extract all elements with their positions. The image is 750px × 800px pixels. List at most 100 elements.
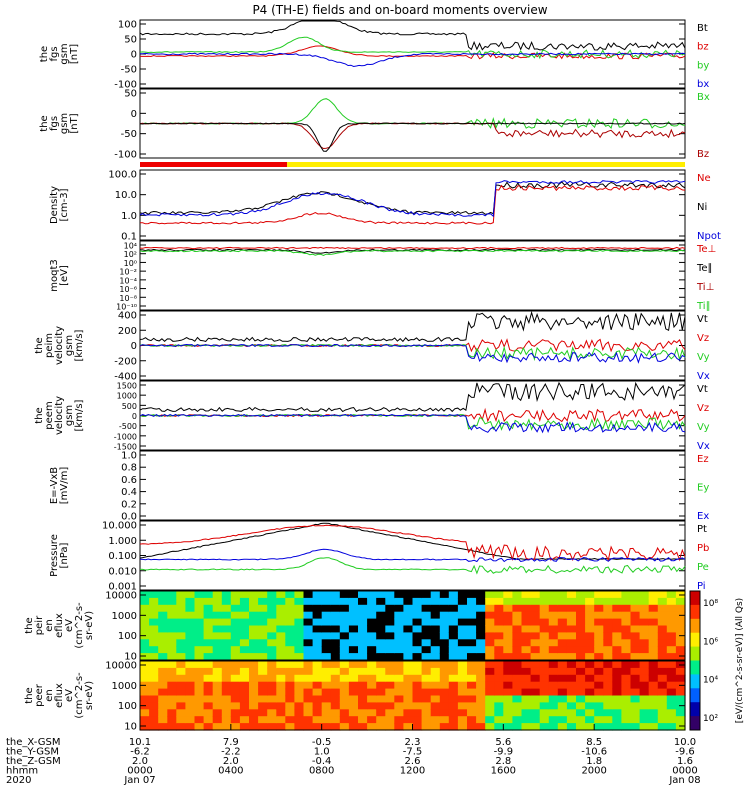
x-row-label: the_Y-GSM	[6, 747, 59, 758]
heatmap-cell	[548, 674, 559, 683]
heatmap-cell	[385, 688, 395, 697]
heatmap-cell	[321, 632, 332, 640]
y-axis-label: velocity	[54, 326, 65, 365]
heatmap-cell	[448, 597, 459, 606]
heatmap-cell	[548, 639, 559, 647]
heatmap-cell	[348, 618, 359, 627]
heatmap-cell	[530, 591, 541, 599]
heatmap-cell	[158, 639, 168, 647]
x-date-end: Jan 08	[668, 775, 700, 786]
heatmap-cell	[303, 716, 314, 724]
heatmap-cell	[576, 632, 586, 640]
heatmap-cell	[258, 653, 268, 661]
heatmap-cell	[648, 632, 659, 640]
heatmap-cell	[403, 688, 414, 697]
heatmap-cell	[221, 723, 232, 731]
heatmap-cell	[194, 723, 205, 731]
heatmap-cell	[239, 591, 250, 599]
heatmap-cell	[467, 591, 477, 599]
heatmap-cell	[657, 661, 668, 669]
heatmap-cell	[603, 716, 613, 724]
heatmap-cell	[258, 604, 268, 613]
colorbar-segment	[690, 632, 700, 648]
heatmap-cell	[185, 702, 196, 710]
heatmap-cell	[521, 625, 532, 633]
heatmap-cell	[394, 591, 404, 599]
heatmap-cell	[657, 604, 668, 613]
heatmap-cell	[249, 653, 259, 661]
heatmap-cell	[576, 639, 586, 647]
heatmap-cell	[176, 681, 186, 690]
heatmap-cell	[249, 646, 259, 654]
heatmap-cell	[566, 604, 577, 613]
trace-Pi	[139, 548, 686, 563]
heatmap-cell	[521, 688, 532, 697]
trace-Npot	[139, 179, 686, 218]
panel-7: 1.00.80.60.40.2 0.0 E=-VxB [mV/m] Ez Ey Ex	[49, 450, 709, 523]
heatmap-cell	[230, 667, 241, 676]
heatmap-cell	[149, 716, 159, 724]
heatmap-cell	[385, 695, 395, 703]
heatmap-cell	[576, 695, 586, 703]
heatmap-cell	[176, 618, 186, 627]
heatmap-cell	[675, 646, 686, 654]
heatmap-cell	[294, 667, 305, 676]
heatmap-cell	[394, 674, 404, 683]
heatmap-cell	[494, 723, 504, 731]
heatmap-cell	[585, 632, 595, 640]
heatmap-cell	[585, 653, 595, 661]
heatmap-cell	[276, 674, 286, 683]
heatmap-cell	[448, 681, 459, 690]
heatmap-cell	[249, 667, 259, 676]
heatmap-cell	[457, 632, 468, 640]
heatmap-cell	[348, 709, 359, 717]
heatmap-cell	[512, 702, 523, 710]
heatmap-cell	[258, 695, 268, 703]
heatmap-cell	[530, 667, 541, 676]
heatmap-cell	[158, 688, 168, 697]
heatmap-cell	[330, 653, 341, 661]
heatmap-cell	[576, 709, 586, 717]
x-tick-value: 8.5	[586, 737, 602, 748]
heatmap-cell	[203, 639, 214, 647]
heatmap-cell	[557, 611, 568, 620]
heatmap-cell	[566, 625, 577, 633]
heatmap-cell	[376, 618, 386, 627]
y-axis-label: [nT]	[69, 44, 80, 64]
y-tick-label: -200	[114, 356, 137, 367]
heatmap-cell	[203, 716, 214, 724]
heatmap-cell	[503, 674, 513, 683]
heatmap-cell	[566, 639, 577, 647]
heatmap-cell	[548, 709, 559, 717]
heatmap-cell	[612, 653, 622, 661]
heatmap-cell	[666, 591, 677, 599]
heatmap-cell	[367, 639, 377, 647]
heatmap-cell	[385, 611, 395, 620]
heatmap-cell	[566, 591, 577, 599]
legend-Vz: Vz	[697, 333, 709, 344]
heatmap-cell	[312, 618, 323, 627]
heatmap-cell	[448, 661, 459, 669]
heatmap-cell	[512, 604, 523, 613]
heatmap-cell	[267, 661, 277, 669]
heatmap-cell	[158, 646, 168, 654]
heatmap-cell	[648, 702, 659, 710]
y-tick-label: -100	[114, 150, 137, 161]
heatmap-cell	[212, 688, 223, 697]
heatmap-cell	[221, 591, 232, 599]
heatmap-cell	[376, 625, 386, 633]
heatmap-cell	[258, 618, 268, 627]
heatmap-cell	[485, 688, 495, 697]
heatmap-cell	[194, 667, 205, 676]
y-tick-label: 0.1	[121, 232, 137, 243]
heatmap-cell	[530, 723, 541, 731]
heatmap-cell	[585, 709, 595, 717]
heatmap-cell	[603, 591, 613, 599]
heatmap-cell	[457, 702, 468, 710]
heatmap-cell	[476, 667, 486, 676]
heatmap-cell	[239, 618, 250, 627]
heatmap-cell	[485, 681, 495, 690]
heatmap-cell	[321, 702, 332, 710]
heatmap-cell	[321, 618, 332, 627]
heatmap-cell	[530, 604, 541, 613]
